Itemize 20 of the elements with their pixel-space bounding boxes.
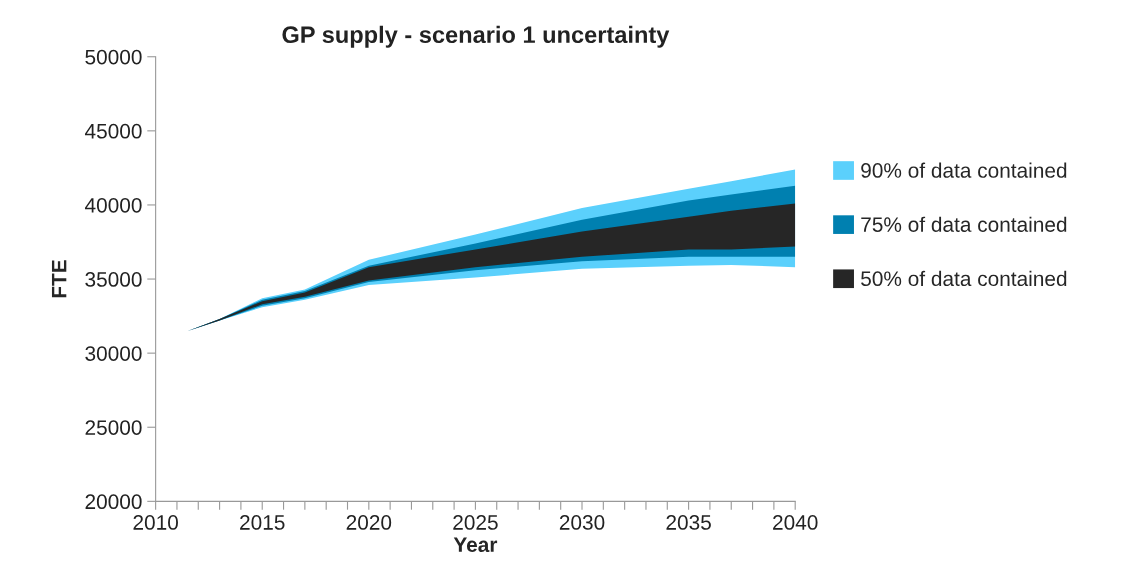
y-tick-label: 25000 [85,420,142,435]
y-tick-label: 20000 [85,494,142,510]
x-tick-label: 2040 [773,515,818,530]
x-tick-label: 2010 [133,515,178,530]
legend-label: 90% of data contained [861,162,1067,178]
y-tick-label: 45000 [84,123,142,139]
y-tick-label: 30000 [85,346,142,361]
chart-title: GP supply - scenario 1 uncertainty [282,25,670,48]
x-tick-label: 2030 [559,515,605,530]
x-axis-title: Year [453,537,498,553]
y-tick-label: 35000 [85,272,142,287]
x-tick-label: 2015 [240,515,285,530]
x-tick-label: 2035 [666,515,711,530]
y-tick-label: 50000 [85,49,142,65]
y-tick-label: 40000 [84,197,142,213]
x-tick-label: 2025 [453,515,498,530]
legend-label: 75% of data contained [861,216,1067,232]
x-tick-label: 2020 [346,515,392,530]
y-axis-title: FTE [51,260,67,298]
legend-label: 50% of data contained [861,270,1067,287]
